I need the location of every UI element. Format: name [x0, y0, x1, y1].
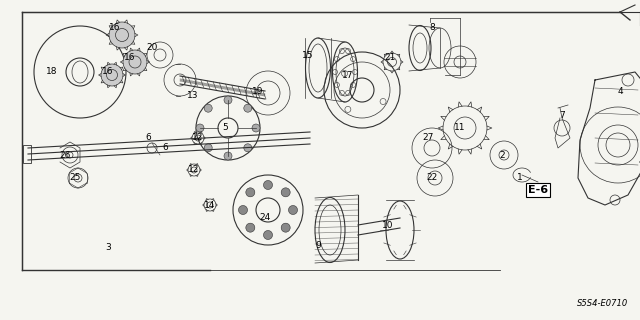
Text: 11: 11	[454, 124, 466, 132]
Text: S5S4-E0710: S5S4-E0710	[577, 299, 628, 308]
Circle shape	[264, 230, 273, 239]
Text: 8: 8	[429, 23, 435, 33]
Text: 21: 21	[384, 53, 396, 62]
Text: 22: 22	[426, 173, 438, 182]
Text: 12: 12	[192, 133, 204, 142]
Circle shape	[281, 188, 290, 197]
Circle shape	[224, 96, 232, 104]
Text: 10: 10	[382, 220, 394, 229]
Text: 4: 4	[617, 87, 623, 97]
Text: 16: 16	[109, 23, 121, 33]
Text: 24: 24	[259, 213, 271, 222]
Circle shape	[239, 205, 248, 214]
Text: 6: 6	[162, 143, 168, 153]
Text: 7: 7	[559, 110, 565, 119]
Text: 13: 13	[188, 91, 199, 100]
Text: 17: 17	[342, 70, 354, 79]
Circle shape	[252, 124, 260, 132]
Circle shape	[246, 223, 255, 232]
Text: 20: 20	[147, 44, 157, 52]
Text: 5: 5	[222, 124, 228, 132]
Circle shape	[246, 188, 255, 197]
Text: 27: 27	[422, 133, 434, 142]
Circle shape	[109, 22, 135, 48]
Text: 2: 2	[499, 150, 505, 159]
Text: 1: 1	[517, 173, 523, 182]
Text: 19: 19	[252, 87, 264, 97]
Text: 15: 15	[302, 51, 314, 60]
Text: 9: 9	[315, 241, 321, 250]
Circle shape	[204, 104, 212, 112]
Text: 26: 26	[60, 150, 70, 159]
Text: 18: 18	[46, 68, 58, 76]
Circle shape	[101, 64, 123, 86]
Text: 16: 16	[124, 53, 136, 62]
Circle shape	[289, 205, 298, 214]
Text: 3: 3	[105, 244, 111, 252]
Circle shape	[204, 144, 212, 152]
Text: 12: 12	[188, 165, 200, 174]
Circle shape	[244, 104, 252, 112]
Text: 14: 14	[204, 201, 216, 210]
Circle shape	[196, 124, 204, 132]
Circle shape	[281, 223, 290, 232]
Text: 6: 6	[145, 133, 151, 142]
Text: 16: 16	[102, 68, 114, 76]
Circle shape	[123, 50, 147, 74]
Circle shape	[224, 152, 232, 160]
Text: E-6: E-6	[528, 185, 548, 195]
Text: 25: 25	[69, 173, 81, 182]
Circle shape	[244, 144, 252, 152]
Circle shape	[264, 180, 273, 189]
